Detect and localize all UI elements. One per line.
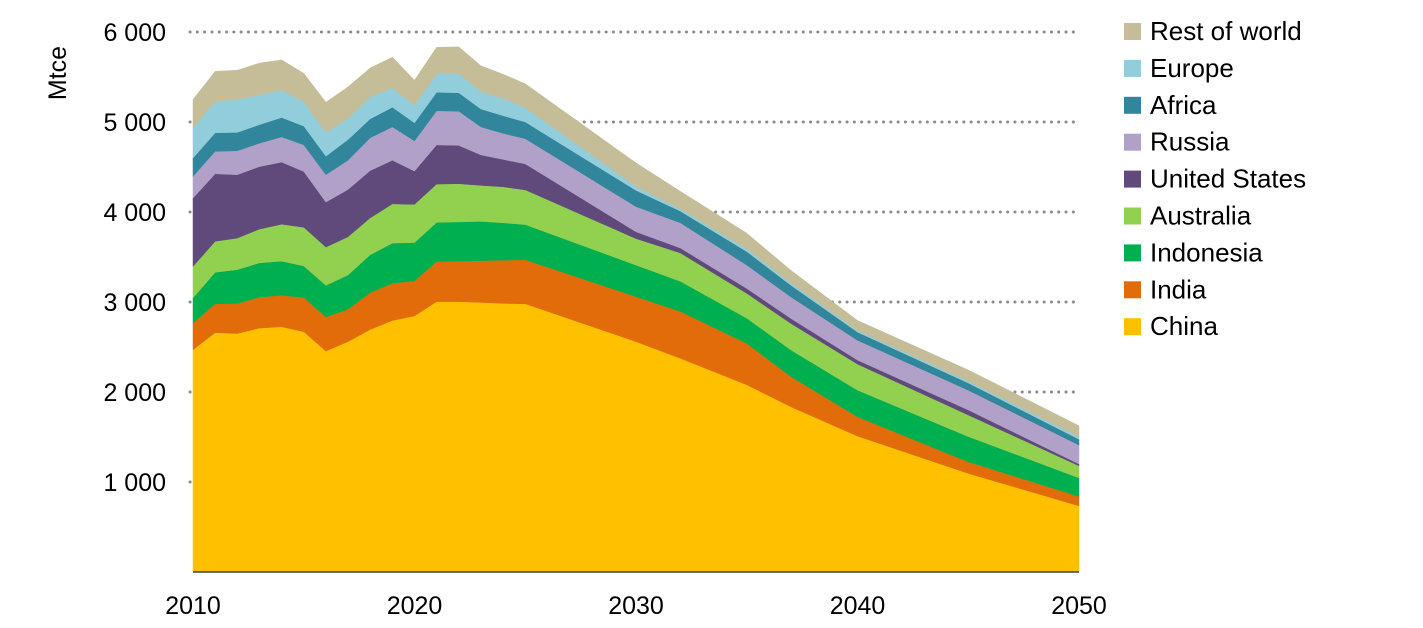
x-tick-label: 2010	[165, 592, 221, 620]
legend: Rest of world Europe Africa Russia United St…	[1124, 16, 1306, 341]
legend-swatch	[1124, 133, 1141, 151]
y-tick-label: 4 000	[103, 199, 166, 227]
legend-label: United States	[1150, 164, 1306, 194]
legend-item: Russia	[1124, 127, 1230, 157]
legend-label: China	[1150, 311, 1218, 341]
legend-label: Russia	[1150, 127, 1230, 157]
legend-label: Indonesia	[1150, 237, 1263, 267]
x-tick-label: 2030	[608, 592, 664, 620]
y-tick-label: 2 000	[103, 379, 166, 407]
x-tick-labels: 2010 2020 2030 2040 2050	[165, 592, 1107, 620]
legend-swatch	[1124, 96, 1141, 114]
legend-label: India	[1150, 274, 1207, 304]
legend-label: Rest of world	[1150, 16, 1302, 46]
legend-label: Australia	[1150, 201, 1252, 231]
legend-item: India	[1124, 274, 1207, 304]
legend-item: Europe	[1124, 53, 1234, 83]
y-tick-label: 5 000	[103, 109, 166, 137]
x-tick-label: 2050	[1051, 592, 1107, 620]
y-tick-label: 6 000	[103, 19, 166, 47]
legend-swatch	[1124, 59, 1141, 77]
y-axis-label: Mtce	[44, 46, 72, 100]
legend-swatch	[1124, 207, 1141, 225]
y-tick-labels: 1 000 2 000 3 000 4 000 5 000 6 000	[103, 19, 166, 497]
legend-item: Indonesia	[1124, 237, 1263, 267]
y-tick-label: 1 000	[103, 469, 166, 497]
legend-item: Africa	[1124, 90, 1217, 120]
legend-label: Europe	[1150, 53, 1234, 83]
x-tick-label: 2040	[830, 592, 886, 620]
legend-item: Rest of world	[1124, 16, 1302, 46]
area-rest-of-world	[192, 46, 1080, 438]
legend-swatch	[1124, 318, 1141, 336]
legend-item: United States	[1124, 164, 1306, 194]
area-layers	[192, 46, 1080, 573]
legend-item: Australia	[1124, 201, 1252, 231]
legend-item: China	[1124, 311, 1218, 341]
legend-label: Africa	[1150, 90, 1217, 120]
legend-swatch	[1124, 170, 1141, 188]
x-tick-label: 2020	[387, 592, 443, 620]
legend-swatch	[1124, 281, 1141, 299]
y-tick-label: 3 000	[103, 289, 166, 317]
legend-swatch	[1124, 23, 1141, 40]
legend-swatch	[1124, 244, 1141, 262]
